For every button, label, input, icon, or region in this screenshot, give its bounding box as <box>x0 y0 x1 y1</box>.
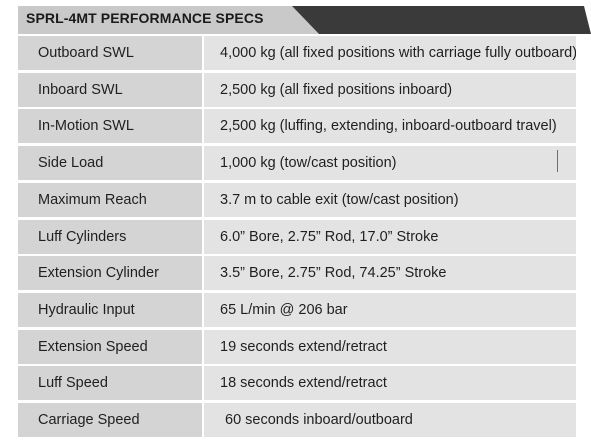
specs-title: SPRL-4MT PERFORMANCE SPECS <box>26 10 264 26</box>
spec-label: Hydraulic Input <box>18 293 202 328</box>
table-row: Side Load 1,000 kg (tow/cast position) <box>18 146 576 181</box>
spec-label: In-Motion SWL <box>18 109 202 144</box>
edge-mark-divider <box>557 150 558 173</box>
table-row: Maximum Reach 3.7 m to cable exit (tow/c… <box>18 182 576 217</box>
spec-value: 2,500 kg (luffing, extending, inboard-ou… <box>204 109 576 144</box>
specs-header: SPRL-4MT PERFORMANCE SPECS <box>0 0 591 34</box>
table-row: Extension Cylinder 3.5” Bore, 2.75” Rod,… <box>18 256 576 291</box>
table-row: Luff Cylinders 6.0” Bore, 2.75” Rod, 17.… <box>18 219 576 254</box>
spec-label: Inboard SWL <box>18 72 202 107</box>
spec-label: Luff Speed <box>18 366 202 401</box>
spec-value: 65 L/min @ 206 bar <box>204 293 576 328</box>
spec-value: 18 seconds extend/retract <box>204 366 576 401</box>
table-row: Extension Speed 19 seconds extend/retrac… <box>18 329 576 364</box>
spec-value: 3.5” Bore, 2.75” Rod, 74.25” Stroke <box>204 256 576 291</box>
header-tab-shape <box>18 6 319 34</box>
header-dark-bar <box>292 6 591 34</box>
spec-value: 1,000 kg (tow/cast position) <box>220 155 397 172</box>
spec-value: 2,500 kg (all fixed positions inboard) <box>204 72 576 107</box>
spec-value: 19 seconds extend/retract <box>204 329 576 364</box>
spec-value: 60 seconds inboard/outboard <box>204 403 576 438</box>
spec-label: Maximum Reach <box>18 182 202 217</box>
spec-label: Extension Cylinder <box>18 256 202 291</box>
spec-label: Outboard SWL <box>18 36 202 70</box>
header-banner-graphic <box>18 6 591 34</box>
table-row: Outboard SWL 4,000 kg (all fixed positio… <box>18 36 576 70</box>
table-row: Luff Speed 18 seconds extend/retract <box>18 366 576 401</box>
spec-value: 4,000 kg (all fixed positions with carri… <box>204 36 576 70</box>
spec-label: Side Load <box>18 146 202 181</box>
spec-value: 6.0” Bore, 2.75” Rod, 17.0” Stroke <box>204 219 576 254</box>
spec-label: Carriage Speed <box>18 403 202 438</box>
table-row: Hydraulic Input 65 L/min @ 206 bar <box>18 293 576 328</box>
table-row: Carriage Speed 60 seconds inboard/outboa… <box>18 403 576 438</box>
spec-value-container: 1,000 kg (tow/cast position) <box>204 146 576 181</box>
table-row: Inboard SWL 2,500 kg (all fixed position… <box>18 72 576 107</box>
spec-label: Luff Cylinders <box>18 219 202 254</box>
table-row: In-Motion SWL 2,500 kg (luffing, extendi… <box>18 109 576 144</box>
spec-value: 3.7 m to cable exit (tow/cast position) <box>204 182 576 217</box>
spec-label: Extension Speed <box>18 329 202 364</box>
specs-table: Outboard SWL 4,000 kg (all fixed positio… <box>18 36 576 440</box>
